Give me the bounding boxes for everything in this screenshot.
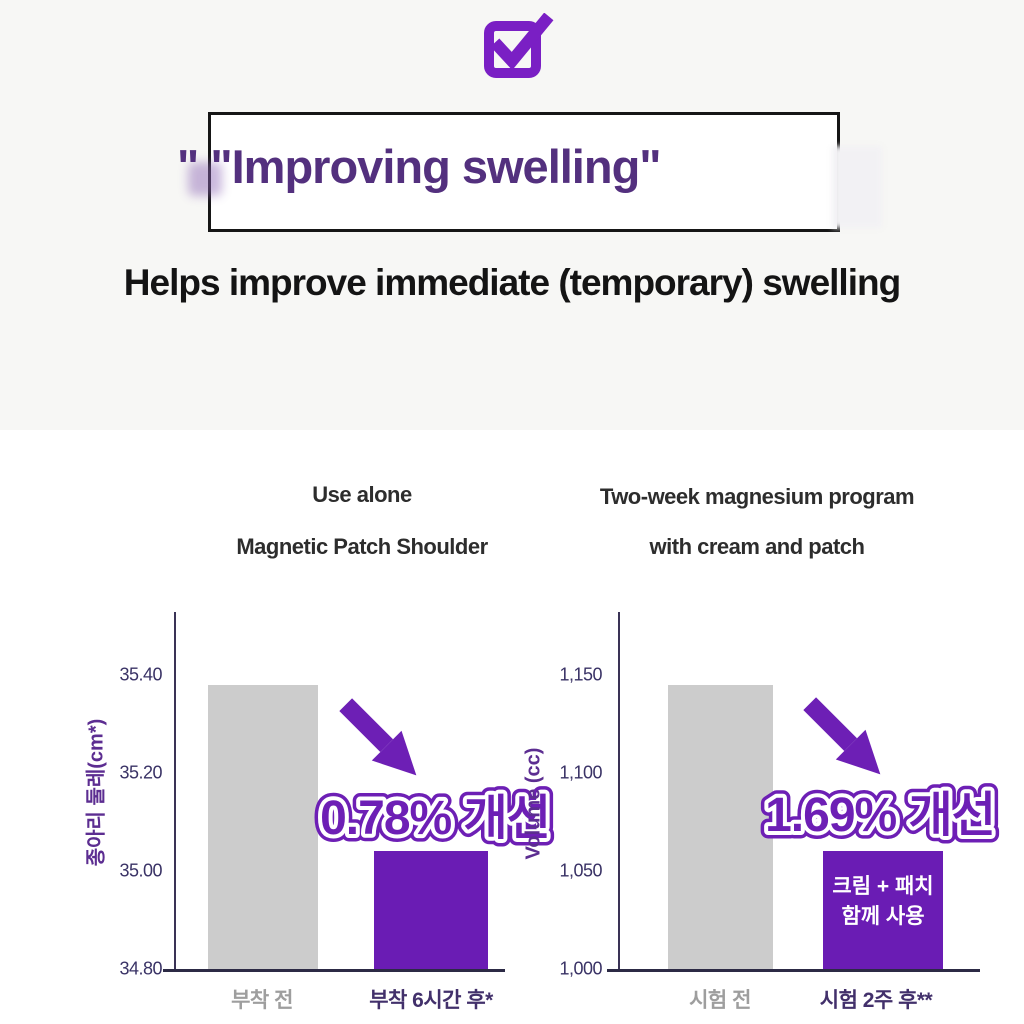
right-x-axis xyxy=(607,969,980,972)
left-x-label-after: 부착 6시간 후* xyxy=(369,989,493,1012)
left-panel-title-line2: Magnetic Patch Shoulder xyxy=(236,534,488,559)
left-x-label-before: 부착 전 xyxy=(231,989,293,1012)
svg-text:0.78% 개선: 0.78% 개선 xyxy=(320,792,550,845)
white-erase-smudge xyxy=(832,146,882,228)
svg-text:0.78% 개선: 0.78% 개선 xyxy=(320,792,550,845)
checkbox-check-icon xyxy=(484,13,554,78)
y-tick-label: 1,150 xyxy=(559,664,602,685)
left-y-tick-column: 35.40 35.20 35.00 34.80 xyxy=(96,626,162,979)
y-tick-label: 35.00 xyxy=(119,860,162,881)
blurred-text-smudge xyxy=(188,162,222,196)
left-y-axis xyxy=(174,612,176,971)
right-x-label-after: 시험 2주 후** xyxy=(819,989,933,1012)
down-right-arrow-icon xyxy=(803,697,881,775)
page-title: " "Improving swelling" xyxy=(177,140,662,193)
bar-inner-label-line2: 함께 사용 xyxy=(841,905,925,928)
title-box xyxy=(208,112,840,232)
right-y-axis xyxy=(618,612,620,971)
svg-text:1.69% 개선: 1.69% 개선 xyxy=(765,789,995,842)
svg-text:1.69% 개선: 1.69% 개선 xyxy=(765,789,995,842)
y-tick-label: 1,100 xyxy=(559,762,602,783)
left-x-axis xyxy=(163,969,505,972)
y-tick-label: 35.40 xyxy=(119,664,162,685)
bar-before-left xyxy=(208,685,318,969)
y-tick-label: 35.20 xyxy=(119,762,162,783)
right-y-tick-column: 1,150 1,100 1,050 1,000 xyxy=(536,616,602,978)
right-panel-title-line1: Two-week magnesium program xyxy=(599,484,915,509)
y-tick-label: 1,050 xyxy=(559,860,602,881)
right-plot-area xyxy=(620,616,980,969)
bar-inner-label-line1: 크림 + 패치 xyxy=(832,875,934,898)
down-right-arrow-icon xyxy=(339,698,417,776)
bar-after-left xyxy=(374,851,488,969)
page-subtitle: Helps improve immediate (temporary) swel… xyxy=(123,262,901,303)
bar-before-right xyxy=(668,685,773,969)
left-plot-area xyxy=(176,626,506,969)
bar-after-right xyxy=(823,851,943,969)
bar-inner-label: 크림 + 패치 함께 사용 xyxy=(832,872,933,932)
svg-text:1.69% 개선: 1.69% 개선 xyxy=(765,789,995,842)
improvement-annotation-right: 1.69% 개선 1.69% 개선 1.69% 개선 xyxy=(758,782,1004,850)
right-panel-title-line2: with cream and patch xyxy=(649,534,865,559)
improvement-annotation-left: 0.78% 개선 0.78% 개선 0.78% 개선 xyxy=(313,785,559,853)
y-tick-label: 34.80 xyxy=(119,958,162,979)
y-tick-label: 1,000 xyxy=(559,958,602,979)
right-x-label-before: 시험 전 xyxy=(689,989,751,1012)
left-panel-title-line1: Use alone xyxy=(312,482,412,507)
svg-text:0.78% 개선: 0.78% 개선 xyxy=(320,792,550,845)
